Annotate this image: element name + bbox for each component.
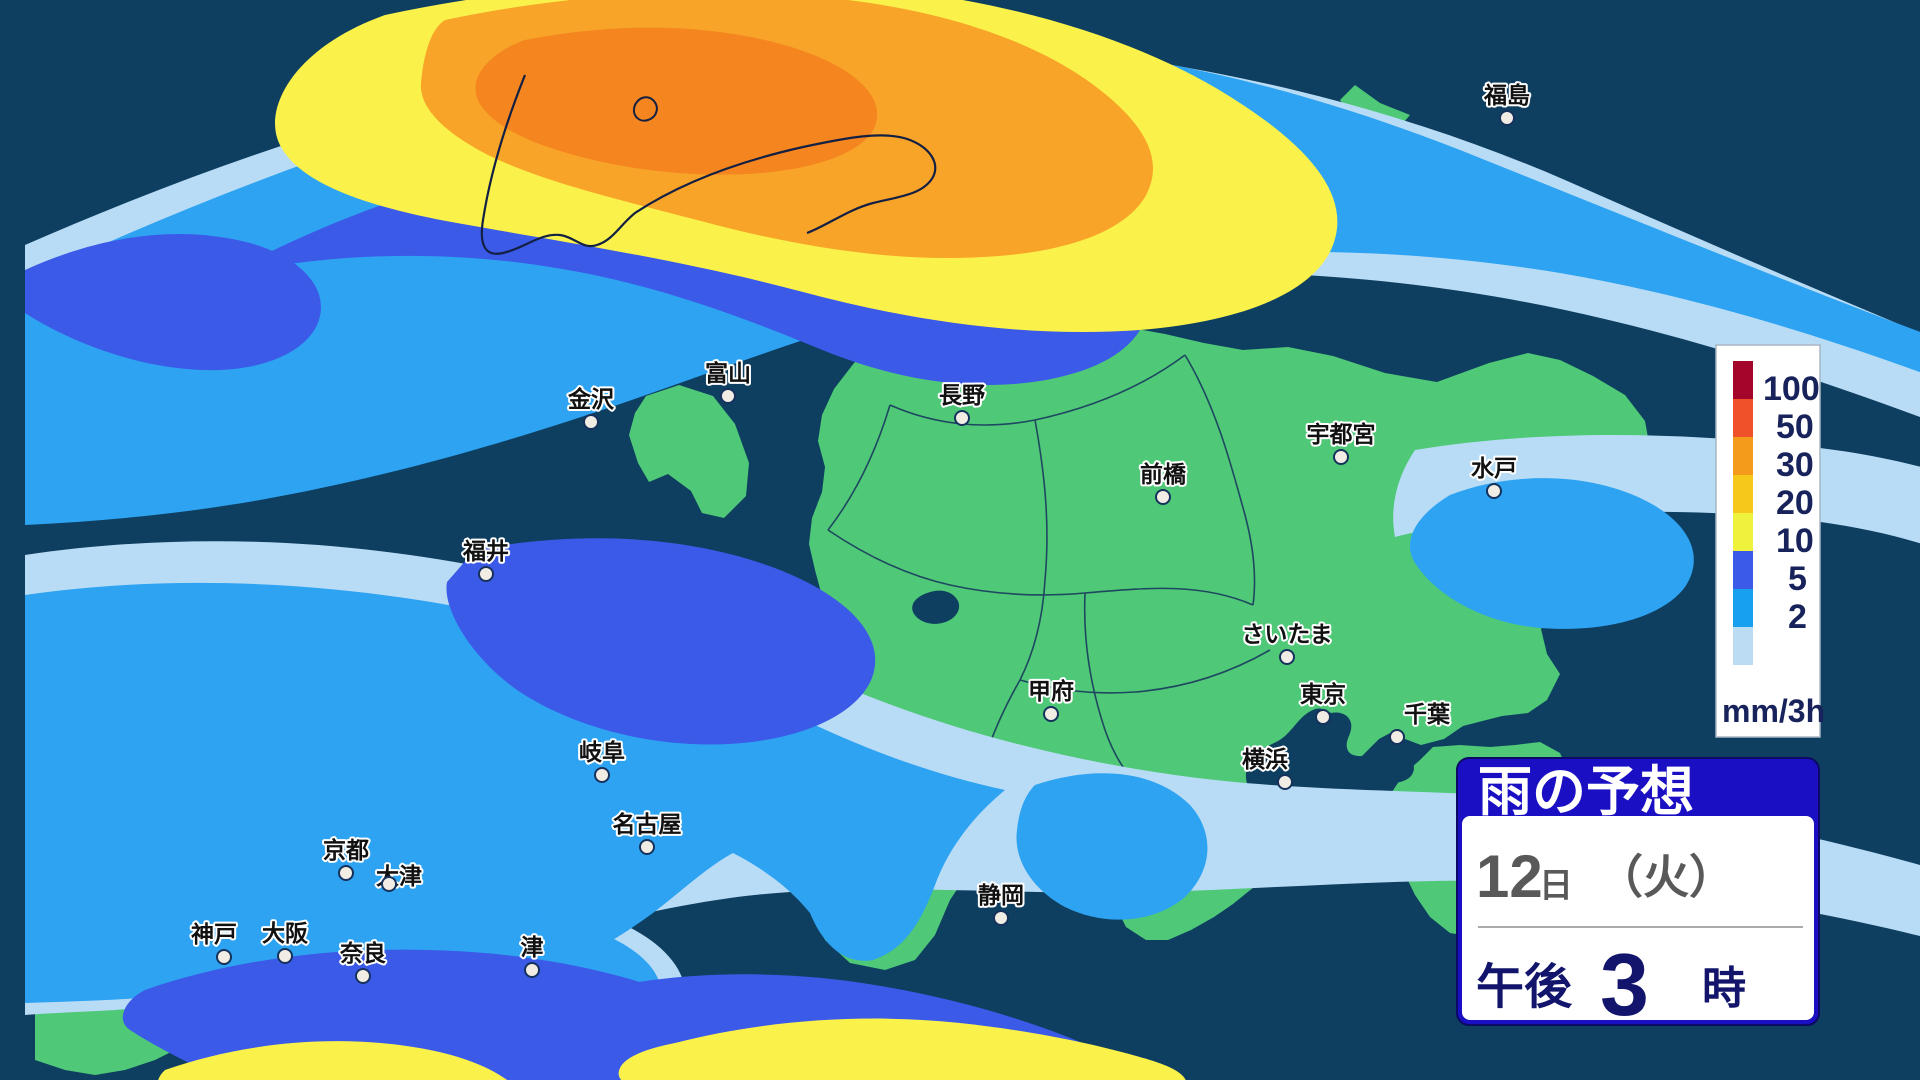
svg-text:富山: 富山 <box>705 360 751 386</box>
svg-text:大阪: 大阪 <box>262 920 308 946</box>
svg-text:時: 時 <box>1702 964 1746 1013</box>
svg-text:mm/3h: mm/3h <box>1722 693 1825 729</box>
svg-text:20: 20 <box>1776 484 1814 522</box>
svg-text:神戸: 神戸 <box>191 921 237 947</box>
svg-text:千葉: 千葉 <box>1404 701 1451 727</box>
svg-text:福井: 福井 <box>462 538 509 564</box>
svg-text:京都: 京都 <box>323 837 369 863</box>
svg-text:前橋: 前橋 <box>1140 461 1187 487</box>
svg-text:3: 3 <box>1600 935 1649 1034</box>
svg-text:水戸: 水戸 <box>1471 455 1517 481</box>
svg-text:東京: 東京 <box>1300 681 1346 707</box>
svg-text:日: 日 <box>1539 867 1573 905</box>
svg-text:午後: 午後 <box>1476 961 1573 1014</box>
svg-text:奈良: 奈良 <box>339 940 386 966</box>
svg-text:（火）: （火） <box>1597 851 1735 903</box>
svg-text:100: 100 <box>1763 370 1820 408</box>
svg-text:5: 5 <box>1788 560 1807 598</box>
svg-text:12: 12 <box>1476 843 1543 910</box>
svg-text:横浜: 横浜 <box>1242 746 1288 772</box>
svg-text:岐阜: 岐阜 <box>579 739 625 765</box>
svg-text:さいたま: さいたま <box>1241 621 1332 647</box>
svg-text:10: 10 <box>1776 522 1814 560</box>
svg-text:雨の予想: 雨の予想 <box>1478 762 1694 822</box>
svg-text:宇都宮: 宇都宮 <box>1307 421 1376 447</box>
svg-text:2: 2 <box>1788 598 1807 636</box>
svg-text:福島: 福島 <box>1483 82 1530 108</box>
svg-text:長野: 長野 <box>939 382 985 408</box>
svg-text:30: 30 <box>1776 446 1814 484</box>
svg-text:甲府: 甲府 <box>1028 678 1074 704</box>
svg-text:50: 50 <box>1776 408 1814 446</box>
svg-text:名古屋: 名古屋 <box>613 811 682 837</box>
svg-text:静岡: 静岡 <box>978 882 1024 908</box>
svg-text:津: 津 <box>521 934 544 960</box>
svg-text:金沢: 金沢 <box>567 386 615 412</box>
